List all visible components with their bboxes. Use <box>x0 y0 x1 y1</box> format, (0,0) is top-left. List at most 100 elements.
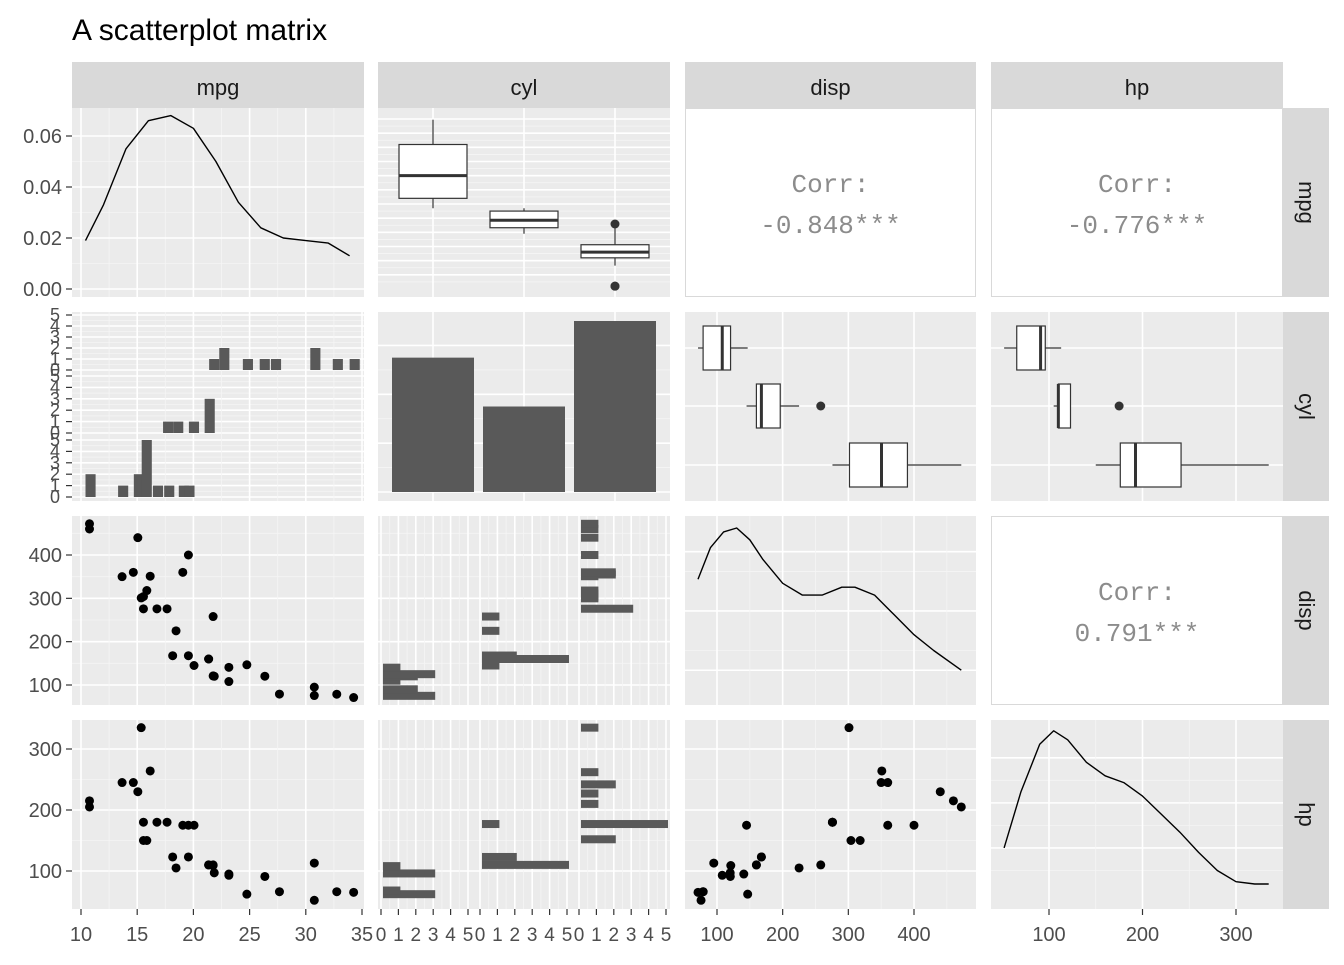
box-outlier-point <box>610 281 620 291</box>
strip-right-label-cyl: cyl <box>1294 393 1319 420</box>
x-axis-hp-tick-label: 300 <box>1219 924 1252 946</box>
panel-mpg-density <box>72 108 364 297</box>
hist-bar <box>581 820 668 829</box>
scatter-point <box>152 604 162 614</box>
panel-disp-mpg-scatter <box>72 516 364 705</box>
panel-hp-mpg-grid <box>72 720 364 909</box>
strip-top-label-mpg: mpg <box>197 75 240 100</box>
x-axis-cyl-facet-0-tick-label: 4 <box>445 925 456 946</box>
hist-bar <box>581 586 599 595</box>
hist-bar <box>163 421 174 433</box>
strip-layer: mpg mpg cyl cyl disp disp hp hp <box>72 62 1329 909</box>
scatter-point <box>145 571 155 581</box>
hist-bar <box>270 359 282 370</box>
scatter-point <box>162 817 172 827</box>
y-axis-cyl-tick-label: 2 <box>50 400 60 420</box>
x-axis-mpg-tick-label: 35 <box>351 924 373 946</box>
strip-right-disp <box>1283 516 1329 705</box>
hist-bar <box>482 651 517 660</box>
box-8 <box>848 442 909 488</box>
corr-panel-mpg-disp <box>685 108 976 297</box>
x-axis-cyl-facet-0-tick-label: 2 <box>411 925 422 946</box>
x-axis-mpg-tick-label: 20 <box>182 924 204 946</box>
scatter-point <box>242 889 252 899</box>
scatter-point <box>117 778 127 788</box>
scatter-point <box>909 820 919 830</box>
hist-bar <box>242 359 253 370</box>
y-axis-cyl-tick-label: 2 <box>50 338 60 358</box>
panel-mpg-cyl-grid <box>378 108 670 297</box>
scatter-point <box>349 693 359 703</box>
y-axis-disp-tick-label: 400 <box>29 545 62 567</box>
panel-hp-mpg-scatter <box>72 720 364 909</box>
density-line-disp <box>697 527 962 671</box>
strip-top-hp <box>991 62 1283 108</box>
density-line-hp <box>1003 730 1269 885</box>
panel-hp-disp-grid <box>685 720 976 909</box>
strip-top-label-hp: hp <box>1125 75 1149 100</box>
x-axis-cyl-facet-1-tick-label: 5 <box>562 925 573 946</box>
hist-bar <box>204 398 215 433</box>
hist-bar <box>152 485 164 497</box>
x-axis-mpg-tick-label: 10 <box>70 924 92 946</box>
y-axis-cyl-tick-label: 0 <box>50 487 60 507</box>
y-axis-cyl-tick-label: 3 <box>50 453 60 473</box>
hist-bar <box>581 604 634 613</box>
hist-bar <box>178 485 189 497</box>
hist-bar <box>141 440 152 497</box>
strip-top-cyl <box>378 62 670 108</box>
box-4 <box>702 325 732 371</box>
hist-bar <box>310 348 321 370</box>
hist-bar <box>482 820 500 829</box>
scatter-point <box>224 662 234 672</box>
scatter-point <box>204 654 214 664</box>
strip-right-label-hp: hp <box>1294 802 1319 826</box>
hist-bar <box>219 348 230 370</box>
scatter-point <box>224 869 234 879</box>
scatter-point <box>309 691 319 701</box>
scatter-point <box>189 820 199 830</box>
scatter-point <box>709 858 719 868</box>
strip-right-mpg <box>1283 108 1329 297</box>
scatter-point <box>138 604 148 614</box>
x-axis-cyl-facet-2-tick-label: 2 <box>609 925 620 946</box>
scatter-point <box>152 817 162 827</box>
scatter-point <box>168 852 178 862</box>
strip-top-disp <box>685 62 976 108</box>
scatter-point <box>84 524 94 534</box>
hist-bar <box>581 835 616 844</box>
y-axis-cyl-tick-label: 0 <box>50 423 60 443</box>
panel-hp-density-grid <box>991 720 1283 909</box>
corr-panel-mpg-disp-label: Corr: <box>791 170 869 200</box>
scatter-point <box>133 533 143 543</box>
hist-bar <box>209 359 220 370</box>
x-axis-cyl-facet-0-tick-label: 5 <box>463 925 474 946</box>
scatter-point <box>309 895 319 905</box>
y-axis-mpg-density-tick-label: 0.00 <box>23 279 62 301</box>
y-axis-cyl-tick-label: 4 <box>50 377 60 397</box>
axis-layer: 0.000.020.040.06100200300400100200300012… <box>23 126 1253 946</box>
scatter-point <box>696 895 706 905</box>
scatter-point <box>183 651 193 661</box>
x-axis-cyl-facet-1-tick-label: 1 <box>492 925 503 946</box>
x-axis-hp-tick-label: 100 <box>1032 924 1065 946</box>
x-axis-mpg-tick-label: 30 <box>295 924 317 946</box>
hist-bar <box>482 661 500 670</box>
x-axis-cyl-facet-1-tick-label: 4 <box>544 925 555 946</box>
x-axis-cyl-facet-2-tick-label: 3 <box>626 925 637 946</box>
corr-panel-mpg-hp-label: Corr: <box>1098 170 1176 200</box>
strip-top-label-cyl: cyl <box>511 75 538 100</box>
strip-right-label-mpg: mpg <box>1294 181 1319 224</box>
y-axis-cyl-tick-label: 3 <box>50 389 60 409</box>
scatter-point <box>84 796 94 806</box>
hist-bar <box>581 780 616 789</box>
scatter-point <box>877 766 887 776</box>
scatter-point <box>309 682 319 692</box>
corr-panel-disp-hp <box>991 516 1283 705</box>
hist-bar <box>482 852 517 861</box>
hist-bar <box>383 670 436 679</box>
y-axis-hp-tick-label: 200 <box>29 800 62 822</box>
hist-bar <box>118 485 129 497</box>
x-axis-hp-tick-label: 200 <box>1126 924 1159 946</box>
